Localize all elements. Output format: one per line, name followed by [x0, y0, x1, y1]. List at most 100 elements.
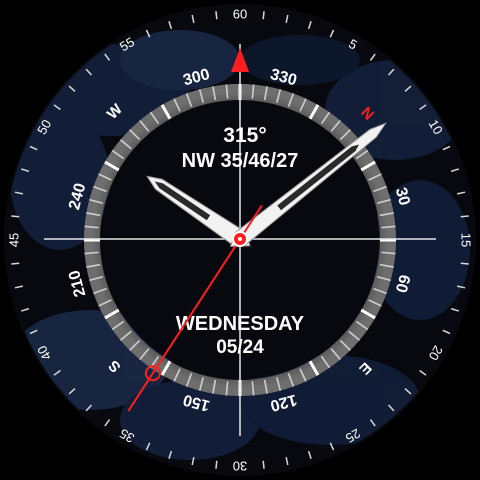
chapter-ring-tick: [330, 348, 341, 361]
chapter-ring-tick: [129, 339, 141, 351]
chapter-ring-tick: [185, 373, 193, 387]
bezel-minute-label: 20: [426, 343, 446, 363]
compass-degree-label: 30: [392, 186, 413, 208]
bezel-minute-ticks: [11, 11, 469, 469]
bezel-tick: [329, 442, 335, 451]
bezel-tick: [460, 215, 469, 218]
chapter-ring-tick: [308, 360, 320, 376]
bezel-tick: [419, 104, 427, 111]
chapter-ring-tick: [299, 368, 307, 382]
chapter-ring-tick: [251, 84, 255, 99]
bezel-tick: [419, 369, 427, 376]
bezel-minute-label: 25: [343, 426, 363, 446]
chapter-ring-tick: [93, 287, 107, 295]
chapter-ring-tick: [89, 275, 104, 282]
bezel-tick: [215, 460, 218, 469]
chapter-ring-tick: [198, 89, 205, 104]
chapter-ring-tick: [173, 368, 181, 382]
chapter-ring-tick: [263, 86, 268, 101]
chapter-ring-tick: [98, 299, 112, 307]
bezel-tick: [191, 14, 195, 24]
chapter-ring-tick: [86, 263, 101, 268]
bezel-tick: [307, 450, 312, 459]
chapter-ring-tick: [160, 104, 172, 120]
chapter-ring-tick: [373, 287, 387, 295]
chapter-ring-tick: [299, 98, 307, 112]
bezel-tick: [442, 329, 451, 335]
bezel-tick: [145, 442, 151, 451]
bezel-tick: [104, 419, 111, 427]
bezel-tick: [168, 21, 173, 30]
chapter-ring-tick: [225, 84, 229, 99]
bezel-tick: [68, 387, 76, 395]
compass-degree-label: 150: [181, 391, 211, 414]
chapter-ring-tick: [376, 275, 391, 282]
bezel-tick: [285, 14, 289, 24]
bezel-tick: [53, 104, 61, 111]
hour-hand: [146, 175, 251, 247]
bezel-minute-label: 50: [34, 117, 54, 137]
chapter-ring-tick: [275, 89, 282, 104]
chapter-ring-tick: [263, 379, 268, 394]
chapter-ring-tick: [129, 129, 141, 141]
date-text: 05/24: [216, 337, 264, 358]
bezel-tick: [404, 85, 412, 93]
bezel-tick: [53, 369, 61, 376]
chapter-ring-tick: [373, 185, 387, 193]
chapter-ring-tick: [275, 376, 282, 391]
chapter-ring-tick: [339, 339, 351, 351]
chapter-ring-tick: [320, 355, 331, 369]
chapter-ring-tick: [287, 93, 295, 107]
chapter-ring-tick: [119, 330, 132, 341]
bezel-tick: [85, 404, 93, 412]
compass-degree-labels: 30 60 120 150 210 240 300 330: [66, 66, 413, 414]
chapter-ring-tick: [185, 93, 193, 107]
bezel-tick: [11, 215, 20, 218]
compass-degree-label: 60: [392, 273, 413, 295]
bezel-tick: [85, 68, 93, 76]
chapter-ring-tick: [139, 119, 150, 132]
chapter-ring-tick: [111, 320, 125, 331]
bezel-tick: [68, 85, 76, 93]
chapter-ring-tick: [93, 185, 107, 193]
bezel-tick: [21, 307, 30, 312]
bezel-tick: [14, 191, 24, 195]
bezel-tick: [369, 53, 376, 61]
bezel-tick: [104, 53, 111, 61]
chapter-ring-tick: [287, 373, 295, 387]
bezel-tick: [369, 419, 376, 427]
chapter-ring-tick: [360, 308, 376, 320]
chapter-ring-tick: [379, 263, 394, 268]
bezel-minute-label: 40: [34, 343, 54, 363]
bezel-tick: [11, 262, 20, 265]
bezel-minute-label: 15: [459, 233, 474, 247]
bezel-minute-label: 55: [117, 34, 137, 54]
chapter-ring-tick: [251, 381, 255, 396]
chapter-ring-tick: [98, 173, 112, 181]
bezel-tick: [168, 450, 173, 459]
center-pin: [238, 237, 242, 241]
chapter-ring-tick: [355, 149, 369, 160]
bezel-tick: [29, 329, 38, 335]
bezel-minute-label: 45: [7, 233, 22, 247]
chapter-ring-tick: [368, 299, 382, 307]
bezel-tick: [442, 145, 451, 151]
chapter-ring-tick: [149, 111, 160, 125]
compass-degree-label: 240: [66, 181, 89, 211]
chapter-ring-tick: [89, 198, 104, 205]
chapter-ring-tick: [320, 111, 331, 125]
date-weekday: WEDNESDAY: [176, 313, 305, 335]
chapter-ring-tick: [160, 360, 172, 376]
chapter-ring-tick: [84, 251, 99, 255]
chapter-ring-tick: [381, 225, 396, 229]
compass-degree-label: 120: [268, 391, 298, 414]
bezel-minute-label: 10: [426, 117, 446, 137]
chapter-ring-tick: [355, 320, 369, 331]
compass-degree-label: 330: [268, 66, 298, 89]
chapter-ring-tick: [104, 160, 120, 172]
chapter-ring-tick: [119, 139, 132, 150]
bezel-tick: [387, 68, 395, 76]
bezel-tick: [21, 168, 30, 173]
chapter-ring-tick: [111, 149, 125, 160]
